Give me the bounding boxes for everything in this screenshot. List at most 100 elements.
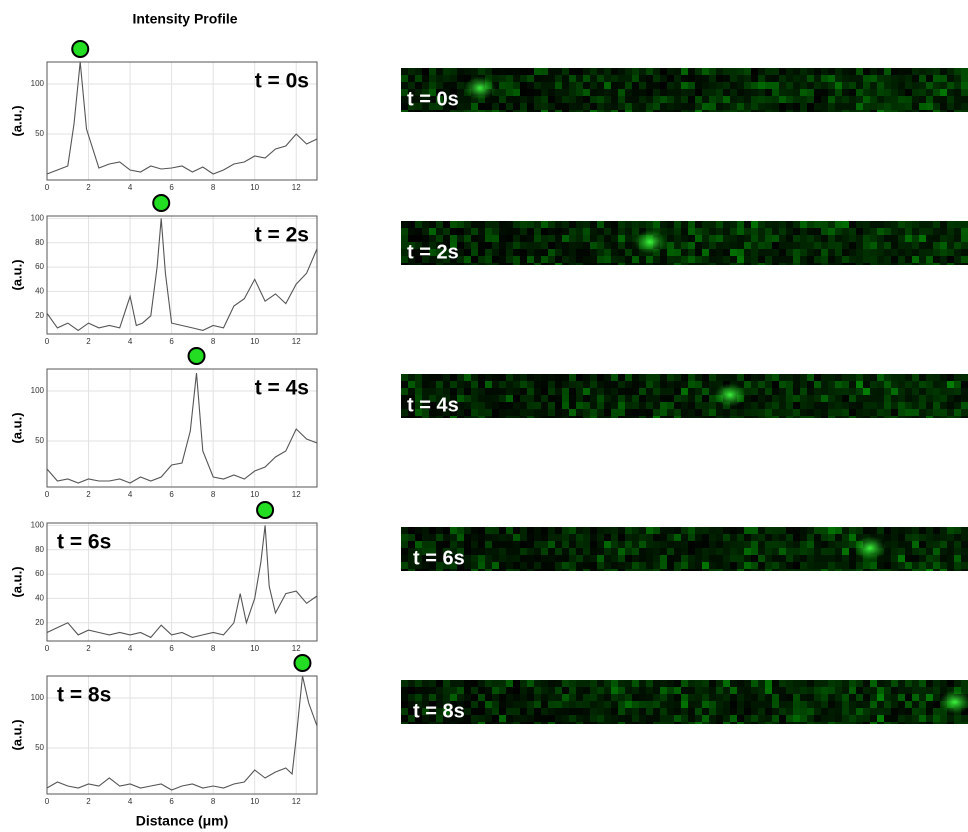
pixel xyxy=(842,534,849,541)
pixel xyxy=(534,409,541,416)
pixel xyxy=(639,402,646,409)
pixel xyxy=(716,242,723,249)
pixel xyxy=(737,562,744,569)
pixel xyxy=(408,416,415,418)
pixel xyxy=(793,228,800,235)
pixel xyxy=(891,263,898,265)
pixel xyxy=(842,263,849,265)
pixel xyxy=(870,687,877,694)
pixel xyxy=(877,416,884,418)
pixel xyxy=(632,708,639,715)
pixel xyxy=(961,715,968,722)
pixel xyxy=(891,687,898,694)
pixel xyxy=(471,388,478,395)
pixel xyxy=(639,694,646,701)
pixel xyxy=(485,395,492,402)
pixel xyxy=(562,110,569,112)
pixel xyxy=(674,89,681,96)
pixel xyxy=(604,680,611,687)
pixel xyxy=(590,381,597,388)
pixel xyxy=(534,249,541,256)
pixel xyxy=(947,541,954,548)
pixel xyxy=(597,388,604,395)
pixel xyxy=(639,89,646,96)
pixel xyxy=(541,235,548,242)
pixel xyxy=(898,68,905,75)
pixel xyxy=(471,381,478,388)
pixel xyxy=(674,263,681,265)
pixel xyxy=(912,402,919,409)
pixel xyxy=(926,722,933,724)
pixel xyxy=(961,75,968,82)
pixel xyxy=(464,409,471,416)
pixel xyxy=(583,402,590,409)
pixel xyxy=(912,263,919,265)
pixel xyxy=(520,228,527,235)
pixel xyxy=(534,395,541,402)
pixel xyxy=(471,395,478,402)
pixel xyxy=(884,708,891,715)
pixel xyxy=(954,68,961,75)
pixel xyxy=(485,103,492,110)
pixel xyxy=(870,110,877,112)
pixel xyxy=(464,110,471,112)
pixel xyxy=(709,708,716,715)
pixel xyxy=(856,388,863,395)
pixel xyxy=(919,548,926,555)
pixel xyxy=(800,221,807,228)
pixel xyxy=(422,569,429,571)
pixel xyxy=(772,110,779,112)
pixel xyxy=(947,402,954,409)
pixel xyxy=(835,569,842,571)
pixel xyxy=(947,569,954,571)
pixel xyxy=(604,402,611,409)
pixel xyxy=(506,228,513,235)
pixel xyxy=(765,694,772,701)
strip-label: t = 6s xyxy=(413,547,465,569)
pixel xyxy=(891,89,898,96)
pixel xyxy=(856,103,863,110)
pixel xyxy=(513,96,520,103)
pixel xyxy=(863,409,870,416)
pixel xyxy=(534,388,541,395)
pixel xyxy=(863,687,870,694)
pixel xyxy=(919,381,926,388)
pixel xyxy=(716,256,723,263)
pixel xyxy=(695,416,702,418)
pixel xyxy=(534,701,541,708)
x-tick-label: 12 xyxy=(292,490,301,499)
pixel xyxy=(688,110,695,112)
pixel xyxy=(429,569,436,571)
pixel xyxy=(905,680,912,687)
pixel xyxy=(667,555,674,562)
pixel xyxy=(793,374,800,381)
pixel xyxy=(632,534,639,541)
pixel xyxy=(954,221,961,228)
pixel xyxy=(450,534,457,541)
pixel xyxy=(926,715,933,722)
pixel xyxy=(800,687,807,694)
pixel xyxy=(758,708,765,715)
pixel xyxy=(464,228,471,235)
y-tick-label: 100 xyxy=(31,79,45,88)
pixel xyxy=(723,68,730,75)
pixel xyxy=(408,381,415,388)
pixel xyxy=(471,402,478,409)
pixel xyxy=(429,68,436,75)
pixel xyxy=(681,548,688,555)
pixel xyxy=(520,263,527,265)
x-tick-label: 6 xyxy=(169,797,174,806)
pixel xyxy=(646,110,653,112)
pixel xyxy=(478,680,485,687)
pixel xyxy=(905,242,912,249)
pixel xyxy=(940,402,947,409)
pixel xyxy=(772,680,779,687)
pixel xyxy=(583,687,590,694)
pixel xyxy=(919,569,926,571)
y-tick-label: 60 xyxy=(35,569,44,578)
pixel xyxy=(835,103,842,110)
pixel xyxy=(877,701,884,708)
pixel xyxy=(779,235,786,242)
pixel xyxy=(954,96,961,103)
pixel xyxy=(506,235,513,242)
